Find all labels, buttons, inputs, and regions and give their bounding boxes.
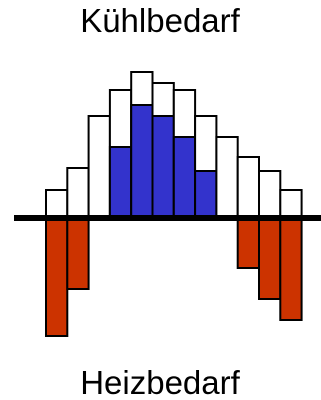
outline-bar [66, 167, 90, 219]
outline-bar [258, 170, 282, 219]
cooling-bar [151, 115, 175, 219]
outline-bar [87, 115, 111, 219]
heating-bar [66, 217, 90, 290]
chart-title-heating: Heizbedarf [80, 364, 240, 400]
chart-title-cooling: Kühlbedarf [80, 2, 240, 39]
outline-bar [279, 189, 303, 219]
outline-bar [236, 156, 260, 219]
heating-bar [258, 217, 282, 300]
heating-bar [279, 217, 303, 321]
outline-bar [215, 136, 239, 219]
bars-group [45, 71, 303, 337]
cooling-bar [130, 104, 154, 219]
heating-bar [45, 217, 69, 337]
heating-bar [236, 217, 260, 269]
cooling-bar [194, 170, 218, 219]
cooling-bar [172, 136, 197, 219]
outline-bar [45, 189, 69, 219]
cooling-bar [108, 146, 133, 219]
